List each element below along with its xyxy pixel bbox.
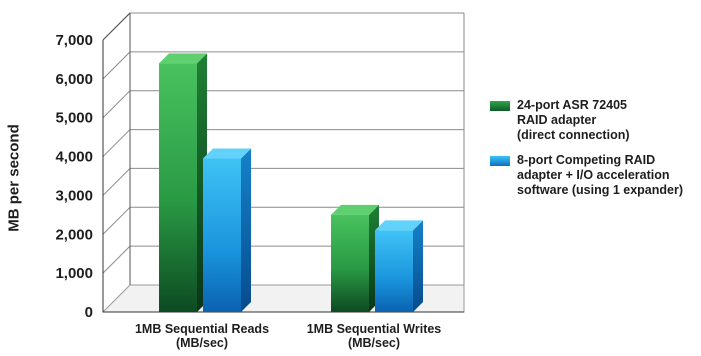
legend: 24-port ASR 72405 RAID adapter (direct con… [490,98,700,208]
y-tick-labels: 0 1,000 2,000 3,000 4,000 5,000 6,000 7,000 [55,32,93,321]
legend-swatch [490,156,510,166]
x-tick-label-line: 1MB Sequential Reads [135,322,269,336]
y-tick-label: 3,000 [55,187,93,204]
bar-top [375,220,423,231]
bar-front [203,158,241,312]
legend-label-line: 24-port ASR 72405 [517,98,627,112]
legend-label-line: adapter + I/O acceleration [517,168,670,182]
y-tick-label: 5,000 [55,110,93,127]
bars [159,53,423,313]
bar [331,204,379,312]
x-tick-label: 1MB Sequential Writes (MB/sec) [307,322,442,350]
bar-front [159,63,197,312]
y-tick-label: 1,000 [55,265,93,282]
bar-top [331,204,379,215]
legend-label-line: 8-port Competing RAID [517,153,656,167]
bar-side [241,148,251,312]
bar-top [159,53,207,64]
side-wall-top-edge [102,12,131,41]
bar [203,148,251,312]
bar-side [413,220,423,312]
bar-front [331,214,369,312]
bar-top [203,148,251,159]
y-tick-label: 2,000 [55,226,93,243]
x-tick-label-line: 1MB Sequential Writes [307,322,442,336]
x-tick-label-line: (MB/sec) [348,336,400,350]
y-tick-label: 6,000 [55,71,93,88]
x-tick-labels: 1MB Sequential Reads (MB/sec)1MB Sequenti… [135,322,441,350]
legend-item: 24-port ASR 72405 RAID adapter (direct con… [490,98,700,143]
y-tick-label: 7,000 [55,32,93,49]
y-axis-title: MB per second [5,124,23,232]
legend-item: 8-port Competing RAID adapter + I/O accel… [490,153,700,198]
legend-label-line: (direct connection) [517,128,630,142]
x-tick-label: 1MB Sequential Reads (MB/sec) [135,322,269,350]
legend-label-line: software (using 1 expander) [517,183,684,197]
legend-label-line: RAID adapter [517,113,597,127]
y-tick-label: 0 [85,304,93,321]
bar-front [375,230,413,312]
bar [375,220,423,312]
x-tick-label-line: (MB/sec) [176,336,228,350]
bar [159,53,207,313]
legend-swatch [490,101,510,111]
y-tick-label: 4,000 [55,149,93,166]
